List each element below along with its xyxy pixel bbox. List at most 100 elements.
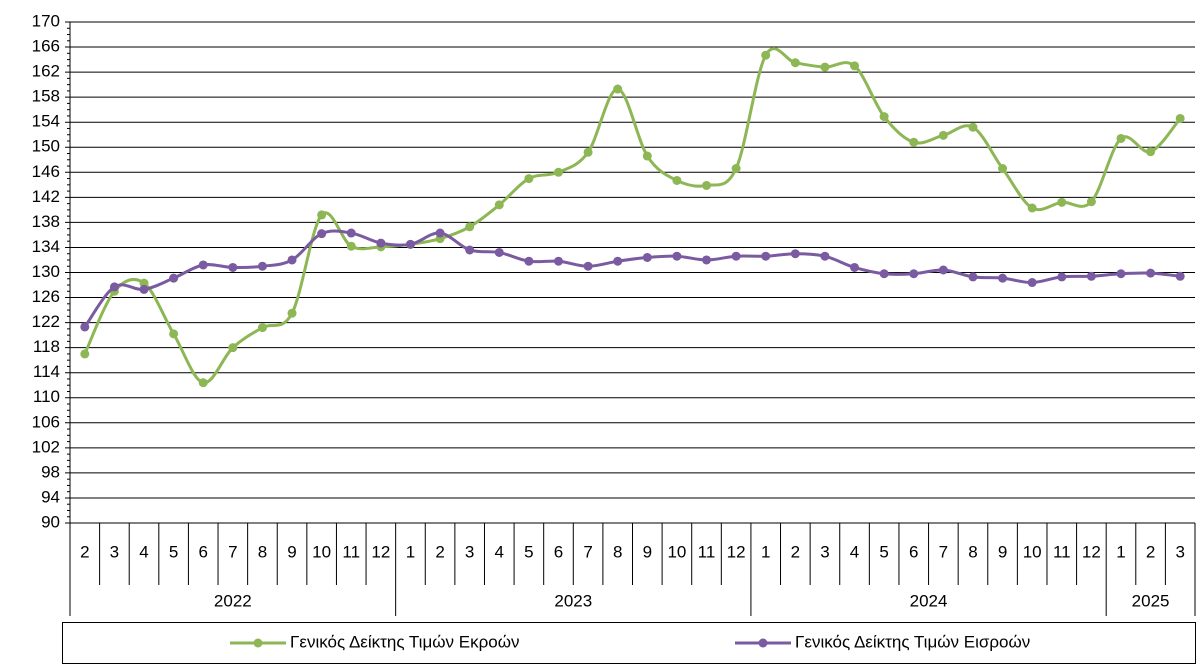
- point: [524, 256, 534, 266]
- point: [287, 308, 297, 318]
- point: [731, 164, 741, 174]
- x-tick-label: 12: [1082, 542, 1101, 561]
- point: [702, 255, 712, 265]
- point: [1146, 147, 1156, 157]
- x-tick-label: 9: [998, 542, 1007, 561]
- x-tick-label: 10: [312, 542, 331, 561]
- x-tick-label: 2: [80, 542, 89, 561]
- y-tick-label: 102: [32, 437, 60, 456]
- point: [998, 164, 1008, 174]
- year-label: 2022: [214, 591, 252, 610]
- x-tick-label: 7: [583, 542, 592, 561]
- y-tick-label: 166: [32, 37, 60, 56]
- point: [998, 273, 1008, 283]
- point: [761, 251, 771, 261]
- point: [257, 261, 267, 271]
- point: [198, 260, 208, 270]
- x-tick-label: 11: [698, 542, 716, 561]
- x-tick-label: 4: [495, 542, 504, 561]
- point: [583, 261, 593, 271]
- x-tick-label: 9: [643, 542, 652, 561]
- x-tick-label: 11: [1053, 542, 1071, 561]
- point: [642, 252, 652, 262]
- x-tick-label: 4: [850, 542, 859, 561]
- y-tick-label: 142: [32, 187, 60, 206]
- point: [1086, 271, 1096, 281]
- x-tick-label: 4: [139, 542, 148, 561]
- x-tick-label: 1: [406, 542, 415, 561]
- x-tick-label: 2: [435, 542, 444, 561]
- point: [820, 251, 830, 261]
- point: [1057, 272, 1067, 282]
- point: [672, 175, 682, 185]
- year-label: 2023: [554, 591, 592, 610]
- point: [1146, 268, 1156, 278]
- point: [139, 278, 149, 288]
- series-line: [83, 47, 1182, 385]
- y-tick-label: 146: [32, 162, 60, 181]
- x-tick-label: 7: [228, 542, 237, 561]
- y-tick-label: 122: [32, 312, 60, 331]
- point: [139, 284, 149, 294]
- x-tick-label: 3: [820, 542, 829, 561]
- point: [850, 262, 860, 272]
- point: [968, 122, 978, 132]
- point: [879, 112, 889, 122]
- x-tick-label: 7: [939, 542, 948, 561]
- point: [1027, 203, 1037, 213]
- y-tick-label: 118: [33, 337, 60, 356]
- point: [287, 255, 297, 265]
- point: [346, 228, 356, 238]
- x-tick-label: 9: [287, 542, 296, 561]
- y-tick-label: 158: [32, 87, 60, 106]
- x-tick-label: 11: [342, 542, 360, 561]
- point: [613, 256, 623, 266]
- x-tick-label: 6: [554, 542, 563, 561]
- point: [317, 229, 327, 239]
- x-tick-label: 6: [198, 542, 207, 561]
- point: [642, 151, 652, 161]
- x-tick-label: 8: [968, 542, 977, 561]
- y-tick-label: 150: [32, 137, 60, 156]
- point: [1027, 278, 1037, 288]
- y-tick-label: 154: [32, 112, 60, 131]
- x-tick-label: 1: [761, 542, 770, 561]
- point: [376, 238, 386, 248]
- point: [613, 84, 623, 94]
- point: [494, 200, 504, 210]
- point: [1116, 269, 1126, 279]
- point: [317, 210, 327, 220]
- point: [583, 147, 593, 157]
- point: [553, 167, 563, 177]
- point: [968, 272, 978, 282]
- legend-label: Γενικός Δείκτης Τιμών Εκροών: [290, 632, 520, 651]
- point: [1057, 197, 1067, 207]
- y-tick-label: 98: [41, 462, 60, 481]
- y-tick-label: 126: [32, 287, 60, 306]
- y-tick-label: 106: [32, 412, 60, 431]
- y-tick-label: 114: [33, 362, 60, 381]
- y-tick-label: 94: [41, 487, 60, 506]
- x-tick-label: 2: [1146, 542, 1155, 561]
- point: [790, 58, 800, 68]
- x-tick-label: 6: [909, 542, 918, 561]
- point: [909, 269, 919, 279]
- legend-label: Γενικός Δείκτης Τιμών Εισροών: [795, 632, 1030, 651]
- point: [1175, 271, 1185, 281]
- x-tick-label: 3: [110, 542, 119, 561]
- point: [1116, 133, 1126, 143]
- y-tick-label: 130: [32, 262, 60, 281]
- point: [524, 174, 534, 184]
- point: [702, 180, 712, 190]
- point: [1086, 197, 1096, 207]
- point: [1175, 113, 1185, 123]
- point: [346, 241, 356, 251]
- x-tick-label: 8: [613, 542, 622, 561]
- point: [198, 378, 208, 388]
- year-label: 2024: [910, 591, 948, 610]
- point: [80, 349, 90, 359]
- point: [465, 222, 475, 232]
- y-tick-label: 162: [32, 62, 60, 81]
- point: [465, 245, 475, 255]
